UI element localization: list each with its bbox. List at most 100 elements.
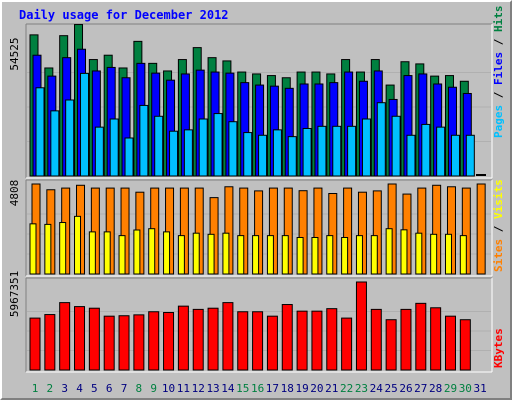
pages-bar xyxy=(124,137,134,177)
pages-bar xyxy=(450,134,460,177)
day-label: 12 xyxy=(192,382,205,395)
day-label: 7 xyxy=(121,382,128,395)
visits-bar xyxy=(326,235,334,275)
day-label: 26 xyxy=(399,382,412,395)
visits-bar xyxy=(74,215,82,275)
day-label: 17 xyxy=(266,382,279,395)
pages-bar xyxy=(287,136,297,177)
visits-bar xyxy=(252,235,260,275)
legend: KBytes xyxy=(492,328,505,368)
visits-bar xyxy=(444,233,452,275)
day-label: 14 xyxy=(221,382,235,395)
day-label: 31 xyxy=(474,382,487,395)
day-label: 5 xyxy=(91,382,98,395)
day-label: 10 xyxy=(162,382,175,395)
pages-bar xyxy=(154,115,164,177)
pages-bar xyxy=(258,134,268,177)
visits-bar xyxy=(222,232,230,275)
visits-bar xyxy=(355,235,363,275)
day-label: 20 xyxy=(310,382,323,395)
kbytes-bar xyxy=(459,319,471,371)
visits-bar xyxy=(29,223,37,275)
pages-bar xyxy=(332,125,342,177)
pages-bar xyxy=(109,118,119,177)
kbytes-bar xyxy=(237,311,249,371)
kbytes-bar xyxy=(296,310,308,371)
day-label: 28 xyxy=(429,382,442,395)
pages-bar xyxy=(139,104,149,177)
pages-bar xyxy=(169,130,179,177)
day-label: 16 xyxy=(251,382,264,395)
kbytes-bar xyxy=(177,305,189,371)
day-label: 4 xyxy=(76,382,83,395)
kbytes-bar xyxy=(103,315,115,371)
pages-bar xyxy=(361,118,371,177)
kbytes-bar xyxy=(207,307,219,371)
day-label: 23 xyxy=(355,382,368,395)
visits-bar xyxy=(163,231,171,275)
legend: Sites / Visits xyxy=(492,179,505,272)
y-max-label: 5967351 xyxy=(8,271,21,317)
visits-bar xyxy=(266,235,274,275)
pages-bar xyxy=(406,134,416,177)
kbytes-bar xyxy=(355,281,367,371)
kbytes-bar xyxy=(281,304,293,371)
kbytes-bar xyxy=(222,302,234,371)
day-label: 22 xyxy=(340,382,353,395)
kbytes-bar xyxy=(59,302,71,371)
legend: Pages / Files / Hits xyxy=(492,6,505,139)
kbytes-bar xyxy=(341,317,353,371)
kbytes-bar xyxy=(133,314,145,371)
day-label: 9 xyxy=(150,382,157,395)
legend-separator: / xyxy=(492,219,505,239)
pages-bar xyxy=(347,125,357,177)
visits-bar xyxy=(88,231,96,275)
kbytes-bar xyxy=(370,308,382,371)
visits-bar xyxy=(415,232,423,275)
pages-bar xyxy=(436,126,446,177)
pages-bar xyxy=(50,110,60,177)
legends: Pages / Files / Hits Sites / Visits KBytes xyxy=(492,6,505,369)
pages-bar xyxy=(272,129,282,177)
visits-bar xyxy=(103,231,111,275)
visits-bar xyxy=(118,235,126,275)
day-label: 13 xyxy=(206,382,219,395)
kbytes-bar xyxy=(311,310,323,371)
legend-item: Hits xyxy=(492,6,505,33)
pages-bar xyxy=(213,113,223,177)
visits-bar xyxy=(133,229,141,275)
y-max-label: 54525 xyxy=(8,37,21,70)
y-axis-labels: 54525 4808 5967351 xyxy=(8,37,21,317)
day-label: 8 xyxy=(136,382,143,395)
pages-bar xyxy=(94,126,104,177)
kbytes-bar xyxy=(88,307,100,371)
visits-bar xyxy=(430,233,438,275)
kbytes-bar xyxy=(44,314,56,371)
day-label: 11 xyxy=(177,382,190,395)
visits-bar xyxy=(459,235,467,275)
day-label: 19 xyxy=(295,382,308,395)
pages-bar xyxy=(35,87,45,177)
pages-bar xyxy=(243,132,253,177)
legend-item: Files xyxy=(492,52,505,85)
day-label: 1 xyxy=(32,382,39,395)
pages-bar xyxy=(391,115,401,177)
day-label: 25 xyxy=(385,382,398,395)
kbytes-bar xyxy=(266,315,278,371)
sites-bar xyxy=(476,183,486,275)
visits-bar xyxy=(177,235,185,275)
day-label: 6 xyxy=(106,382,113,395)
day-label: 3 xyxy=(61,382,68,395)
pages-bar xyxy=(183,129,193,177)
kbytes-bar xyxy=(444,315,456,371)
pages-bar xyxy=(421,123,431,177)
pages-bar xyxy=(228,121,238,177)
kbytes-bar xyxy=(118,315,130,371)
kbytes-bar xyxy=(148,311,160,371)
kbytes-bar xyxy=(326,308,338,371)
visits-bar xyxy=(59,222,67,275)
visits-bar xyxy=(192,232,200,275)
day-label: 29 xyxy=(444,382,457,395)
pages-bar xyxy=(376,102,386,177)
